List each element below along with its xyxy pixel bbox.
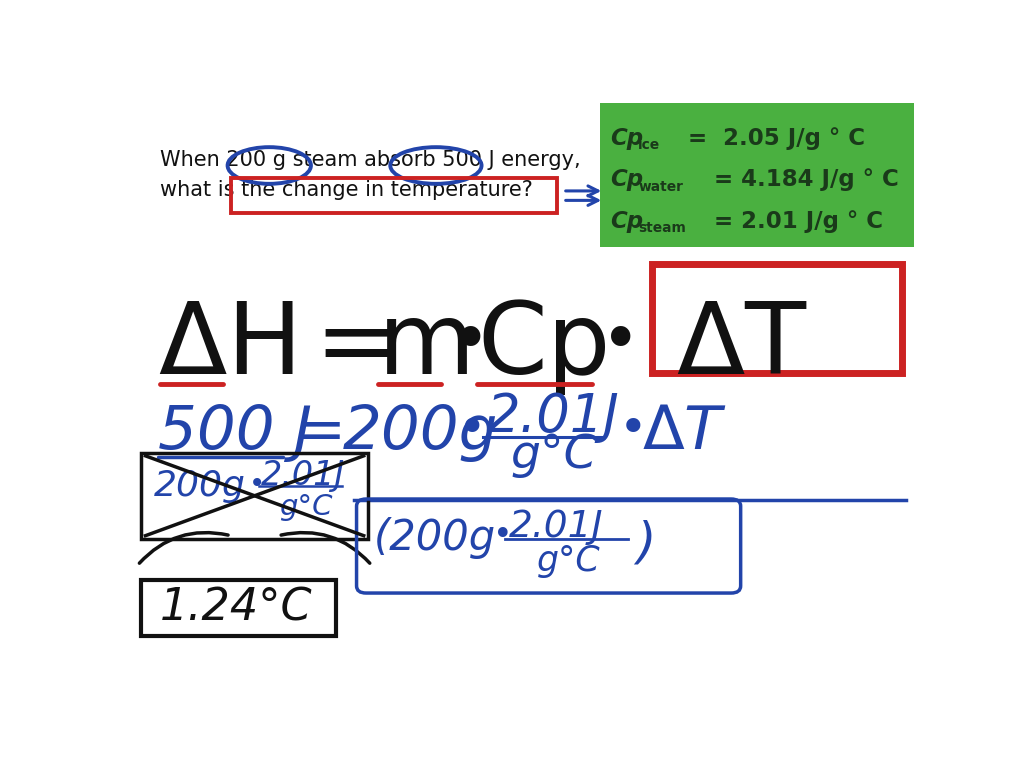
Text: 2.01J: 2.01J <box>261 459 345 492</box>
Text: Cp: Cp <box>610 168 644 191</box>
Text: $\Delta$H: $\Delta$H <box>158 298 294 395</box>
Text: •: • <box>618 406 647 453</box>
Text: ice: ice <box>638 138 660 152</box>
Text: g°C: g°C <box>537 544 600 578</box>
Text: 200g: 200g <box>154 469 246 503</box>
Text: Cp: Cp <box>610 210 644 233</box>
Text: ): ) <box>636 520 655 568</box>
Text: $\Delta$T: $\Delta$T <box>642 402 727 462</box>
Text: Cp: Cp <box>610 127 644 150</box>
Text: $\Delta$T: $\Delta$T <box>676 298 807 395</box>
Text: =: = <box>314 298 398 395</box>
Text: water: water <box>638 180 683 194</box>
Text: =: = <box>295 402 346 462</box>
Text: Cp: Cp <box>477 298 610 395</box>
Text: •: • <box>451 309 490 375</box>
Text: = 2.01 J/g ° C: = 2.01 J/g ° C <box>706 210 883 233</box>
Text: = 4.184 J/g ° C: = 4.184 J/g ° C <box>706 168 898 191</box>
Text: what is the change in temperature?: what is the change in temperature? <box>160 180 532 200</box>
Text: •: • <box>458 406 486 453</box>
Text: •: • <box>601 309 640 375</box>
Text: 2.01J: 2.01J <box>486 392 620 443</box>
Text: •: • <box>494 519 513 552</box>
FancyBboxPatch shape <box>600 103 913 247</box>
Text: (200g: (200g <box>374 517 497 559</box>
Text: g°C: g°C <box>511 433 597 478</box>
Text: m: m <box>378 298 475 395</box>
Text: When 200 g steam absorb 500 J energy,: When 200 g steam absorb 500 J energy, <box>160 151 581 170</box>
Text: g°C: g°C <box>279 493 332 521</box>
Text: 2.01J: 2.01J <box>509 509 603 545</box>
Text: 200g: 200g <box>342 402 498 462</box>
Text: =  2.05 J/g ° C: = 2.05 J/g ° C <box>680 127 865 150</box>
Text: 500 J: 500 J <box>158 402 312 462</box>
Text: steam: steam <box>638 221 686 235</box>
Text: •: • <box>249 470 265 498</box>
Text: 1.24°C: 1.24°C <box>160 587 312 630</box>
